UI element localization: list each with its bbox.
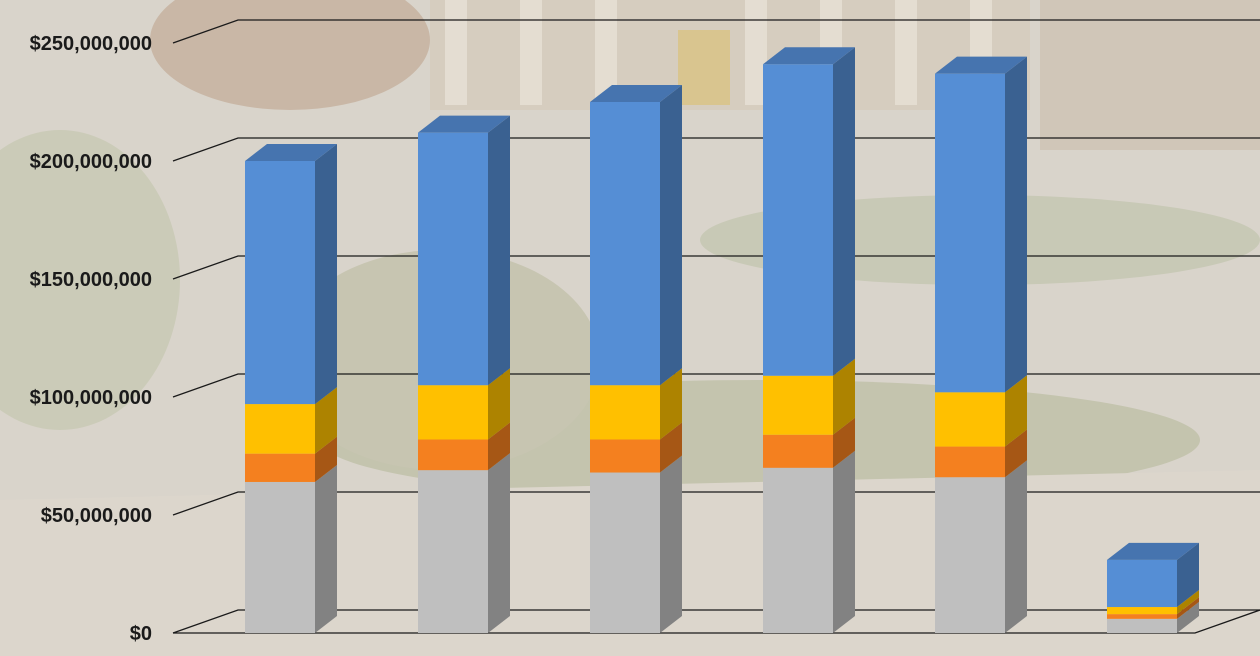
bar-segment-0-0 (245, 481, 315, 633)
bar-stack-5 (1107, 542, 1199, 633)
y-tick-label-1: $50,000,000 (41, 505, 152, 527)
y-tick-label-0: $0 (130, 623, 152, 645)
bar-top-5 (1107, 542, 1199, 560)
bar-side-4-1 (1005, 429, 1027, 478)
y-axis-tick-labels: $0 $50,000,000 $100,000,000 $150,000,000 $20… (30, 33, 152, 645)
bar-side-1-0 (488, 453, 510, 633)
bar-segment-3-3 (763, 64, 833, 376)
bar-side-3-3 (833, 47, 855, 376)
bar-side-0-3 (315, 144, 337, 405)
bar-segment-1-0 (418, 470, 488, 633)
bar-side-5-2 (1177, 590, 1199, 615)
bar-stack-2 (590, 85, 682, 633)
bar-segment-5-2 (1107, 607, 1177, 615)
bar-stack-1 (418, 115, 510, 633)
floor-edge (173, 609, 1260, 634)
gridline-2 (172, 373, 1260, 398)
bar-side-0-1 (315, 436, 337, 482)
y-tick-label-4: $200,000,000 (30, 151, 152, 173)
bar-side-1-1 (488, 422, 510, 471)
gridlines (172, 19, 1260, 634)
bar-top-2 (590, 85, 682, 102)
bar-segment-3-2 (763, 375, 833, 435)
bar-segment-3-1 (763, 434, 833, 468)
bar-side-4-3 (1005, 56, 1027, 393)
bar-segment-2-2 (590, 385, 660, 440)
bar-stack-0 (245, 144, 337, 633)
bar-segment-5-0 (1107, 618, 1177, 633)
bar-segment-2-0 (590, 472, 660, 633)
bar-side-5-1 (1177, 597, 1199, 619)
bar-stack-4 (935, 56, 1027, 633)
bar-side-5-3 (1177, 542, 1199, 608)
bar-side-3-0 (833, 450, 855, 633)
bar-segment-0-1 (245, 453, 315, 482)
bar-side-1-3 (488, 115, 510, 386)
gridline-1 (172, 491, 1260, 516)
bar-top-3 (763, 47, 855, 65)
bar-stack-3 (763, 47, 855, 633)
bar-segment-5-3 (1107, 559, 1177, 608)
bar-segment-4-3 (935, 73, 1005, 393)
bar-side-1-2 (488, 368, 510, 440)
bar-side-4-0 (1005, 460, 1027, 633)
bar-side-5-0 (1177, 601, 1199, 633)
bar-segment-5-1 (1107, 614, 1177, 619)
gridline-4 (172, 137, 1260, 162)
bar-segment-3-0 (763, 467, 833, 633)
bar-side-3-2 (833, 358, 855, 435)
bar-segment-2-1 (590, 439, 660, 473)
bar-side-2-0 (660, 455, 682, 633)
y-tick-label-3: $150,000,000 (30, 269, 152, 291)
gridline-5 (172, 19, 1260, 44)
y-tick-label-2: $100,000,000 (30, 387, 152, 409)
bar-segment-4-1 (935, 446, 1005, 478)
gridline-0 (172, 609, 1260, 634)
bar-side-3-1 (833, 417, 855, 468)
bar-segment-1-1 (418, 439, 488, 471)
bar-segment-4-0 (935, 477, 1005, 633)
bar-segment-1-2 (418, 385, 488, 440)
bars (245, 47, 1199, 633)
bar-segment-2-3 (590, 102, 660, 386)
gridline-3 (172, 255, 1260, 280)
bar-segment-4-2 (935, 392, 1005, 447)
y-tick-label-5: $250,000,000 (30, 33, 152, 55)
bar-side-2-1 (660, 422, 682, 473)
bar-top-0 (245, 144, 337, 161)
bar-top-4 (935, 56, 1027, 74)
bar-segment-0-3 (245, 161, 315, 405)
bar-side-2-3 (660, 85, 682, 386)
bar-side-0-0 (315, 464, 337, 633)
bar-segment-0-2 (245, 404, 315, 454)
bar-side-2-2 (660, 368, 682, 440)
bar-side-0-2 (315, 387, 337, 454)
bar-side-4-2 (1005, 375, 1027, 447)
bar-segment-1-3 (418, 132, 488, 386)
bar-top-1 (418, 115, 510, 133)
